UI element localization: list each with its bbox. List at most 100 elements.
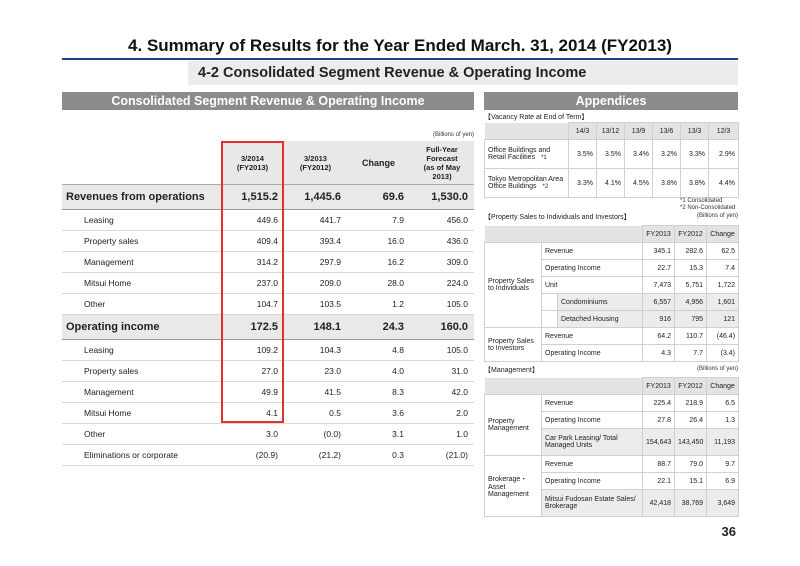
value-cell: 64.2 [642,327,676,345]
sales-row: Property Sales to Investors Revenue 64.2 11… [484,327,740,362]
row-label: Revenue [540,394,644,412]
value-cell: (3.4) [706,344,740,362]
value-cell: 154,643 [642,428,676,456]
row-label: Other [62,293,221,315]
value-cell: 6.5 [706,394,740,412]
management-unit: (Billions of yen) [696,366,738,372]
header-blank-cell [62,141,221,185]
group-label: Brokerage・Asset Management [484,455,542,517]
row-label: Operating Income [540,259,644,277]
title-divider [62,58,738,60]
row-label: Detached Housing [556,310,644,328]
value-cell: 2.0 [410,402,474,424]
table-row: Revenues from operations 1,515.2 1,445.6 69… [62,184,474,210]
column-header: Change [706,377,740,395]
sales-row: Unit 7,473 5,751 1,722 [485,276,740,294]
value-cell: 1.0 [410,423,474,445]
value-cell: 1,445.6 [284,184,347,210]
value-cell: 314.2 [221,251,284,273]
value-cell: 0.5 [284,402,347,424]
value-cell: 7.4 [706,259,740,277]
value-cell: 3.0 [221,423,284,445]
header-blank-cell [484,225,643,243]
value-cell: 24.3 [347,314,410,340]
value-cell: 22.1 [642,472,676,490]
row-label: Mitsui Home [62,402,221,424]
sales-row: Operating Income 4.3 7.7 (3.4) [485,344,740,362]
column-header: 13/3 [680,122,709,140]
management-row: Mitsui Fudosan Estate Sales/ Brokerage 42… [485,489,740,517]
value-cell: 218.9 [674,394,708,412]
row-label: Operating Income [540,411,644,429]
value-cell: (21.0) [410,444,474,466]
header-blank-cell [484,122,569,140]
value-cell: 105.0 [410,339,474,361]
column-header: 3/2014 (FY2013) [221,141,284,185]
value-cell: 3.8% [652,168,681,198]
value-cell: 1.3 [706,411,740,429]
value-cell: 224.0 [410,272,474,294]
page-number: 36 [721,524,736,539]
row-label: Operating Income [540,344,644,362]
value-cell: 88.7 [642,455,676,473]
value-cell: 309.0 [410,251,474,273]
vacancy-header-row: 14/3 13/12 13/9 13/6 13/3 12/3 [484,122,739,140]
value-cell: 148.1 [284,314,347,340]
value-cell: 3.1 [347,423,410,445]
value-cell: 7.9 [347,209,410,231]
value-cell: 105.0 [410,293,474,315]
row-label: Eliminations or corporate [62,444,221,466]
value-cell: 31.0 [410,360,474,382]
value-cell: 4.4% [708,168,739,198]
row-label: Property sales [62,360,221,382]
row-label: Leasing [62,209,221,231]
management-row: Operating Income 27.8 26.4 1.3 [485,411,740,429]
value-cell: 4.0 [347,360,410,382]
value-cell: 6.9 [706,472,740,490]
value-cell: 104.3 [284,339,347,361]
column-header: 13/12 [596,122,625,140]
column-header-line2: (as of May 2013) [423,162,461,181]
value-cell: 449.6 [221,209,284,231]
value-cell: 110.7 [674,327,708,345]
column-header: FY2012 [674,377,708,395]
value-cell: 3,649 [706,489,740,517]
column-header-line1: Change [361,157,395,168]
value-cell: 1.2 [347,293,410,315]
row-label: Property sales [62,230,221,252]
table-row: Leasing 449.6 441.7 7.9 456.0 [62,209,474,231]
row-label: Revenue [540,242,644,260]
management-row: Brokerage・Asset Management Revenue 88.7 79.… [484,455,740,517]
value-cell: 6,557 [642,293,676,311]
table-row: Mitsui Home 237.0 209.0 28.0 224.0 [62,272,474,294]
row-label-text: Tokyo Metropolitan Area Office Buildings [488,176,564,190]
row-footnote-mark: *2 [542,184,549,190]
value-cell: 3.2% [652,139,681,169]
value-cell: 27.8 [642,411,676,429]
value-cell: 209.0 [284,272,347,294]
value-cell: 3.3% [680,139,709,169]
value-cell: (20.9) [221,444,284,466]
indent-spacer [541,310,558,328]
value-cell: (0.0) [284,423,347,445]
table-row: Operating income 172.5 148.1 24.3 160.0 [62,314,474,340]
indent-spacer [541,293,558,311]
management-row: Property Management Revenue 225.4 218.9 6.5 [484,394,740,456]
value-cell: 28.0 [347,272,410,294]
value-cell: 62.5 [706,242,740,260]
vacancy-title: 【Vacancy Rate at End of Term】 [484,114,589,121]
value-cell: 143,450 [674,428,708,456]
table-header-row: 3/2014 (FY2013) 3/2013 (FY2012) Change Full-Y… [62,141,474,185]
value-cell: 3.6 [347,402,410,424]
sales-title: 【Property Sales to Individuals and Inves… [484,214,631,221]
row-label: Revenues from operations [62,184,221,210]
value-cell: 4.3 [642,344,676,362]
row-label: Revenue [540,327,644,345]
table-row: Other 3.0 (0.0) 3.1 1.0 [62,423,474,445]
value-cell: 49.9 [221,381,284,403]
value-cell: 27.0 [221,360,284,382]
vacancy-note-1: *1 Consolidated [680,198,723,204]
value-cell: 26.4 [674,411,708,429]
column-header: FY2013 [642,377,676,395]
value-cell: 11,193 [706,428,740,456]
